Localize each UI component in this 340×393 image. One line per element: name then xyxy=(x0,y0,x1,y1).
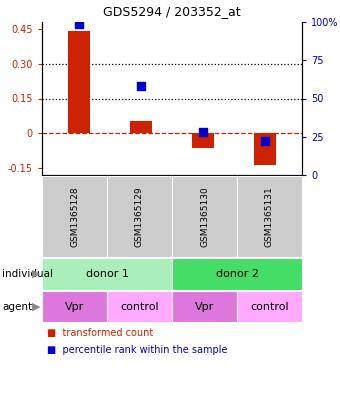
Text: donor 1: donor 1 xyxy=(86,269,129,279)
Text: control: control xyxy=(120,301,159,312)
Text: GSM1365130: GSM1365130 xyxy=(200,186,209,247)
Text: donor 2: donor 2 xyxy=(216,269,258,279)
Text: GSM1365128: GSM1365128 xyxy=(70,186,79,247)
Text: Vpr: Vpr xyxy=(65,301,84,312)
Point xyxy=(138,83,144,89)
Text: GSM1365131: GSM1365131 xyxy=(265,186,274,247)
Point xyxy=(76,20,82,27)
Text: GSM1365129: GSM1365129 xyxy=(135,186,144,247)
Text: ■  transformed count: ■ transformed count xyxy=(47,328,153,338)
Bar xyxy=(130,121,152,133)
Bar xyxy=(68,31,90,133)
Text: Vpr: Vpr xyxy=(195,301,214,312)
Point xyxy=(262,138,268,145)
Text: ▶: ▶ xyxy=(32,269,40,279)
Text: ■  percentile rank within the sample: ■ percentile rank within the sample xyxy=(47,345,227,355)
Text: ▶: ▶ xyxy=(32,301,40,312)
Text: individual: individual xyxy=(2,269,53,279)
Bar xyxy=(254,133,276,165)
Text: control: control xyxy=(250,301,289,312)
Text: agent: agent xyxy=(2,301,32,312)
Point xyxy=(200,129,206,135)
Bar xyxy=(192,133,214,148)
Title: GDS5294 / 203352_at: GDS5294 / 203352_at xyxy=(103,5,241,18)
